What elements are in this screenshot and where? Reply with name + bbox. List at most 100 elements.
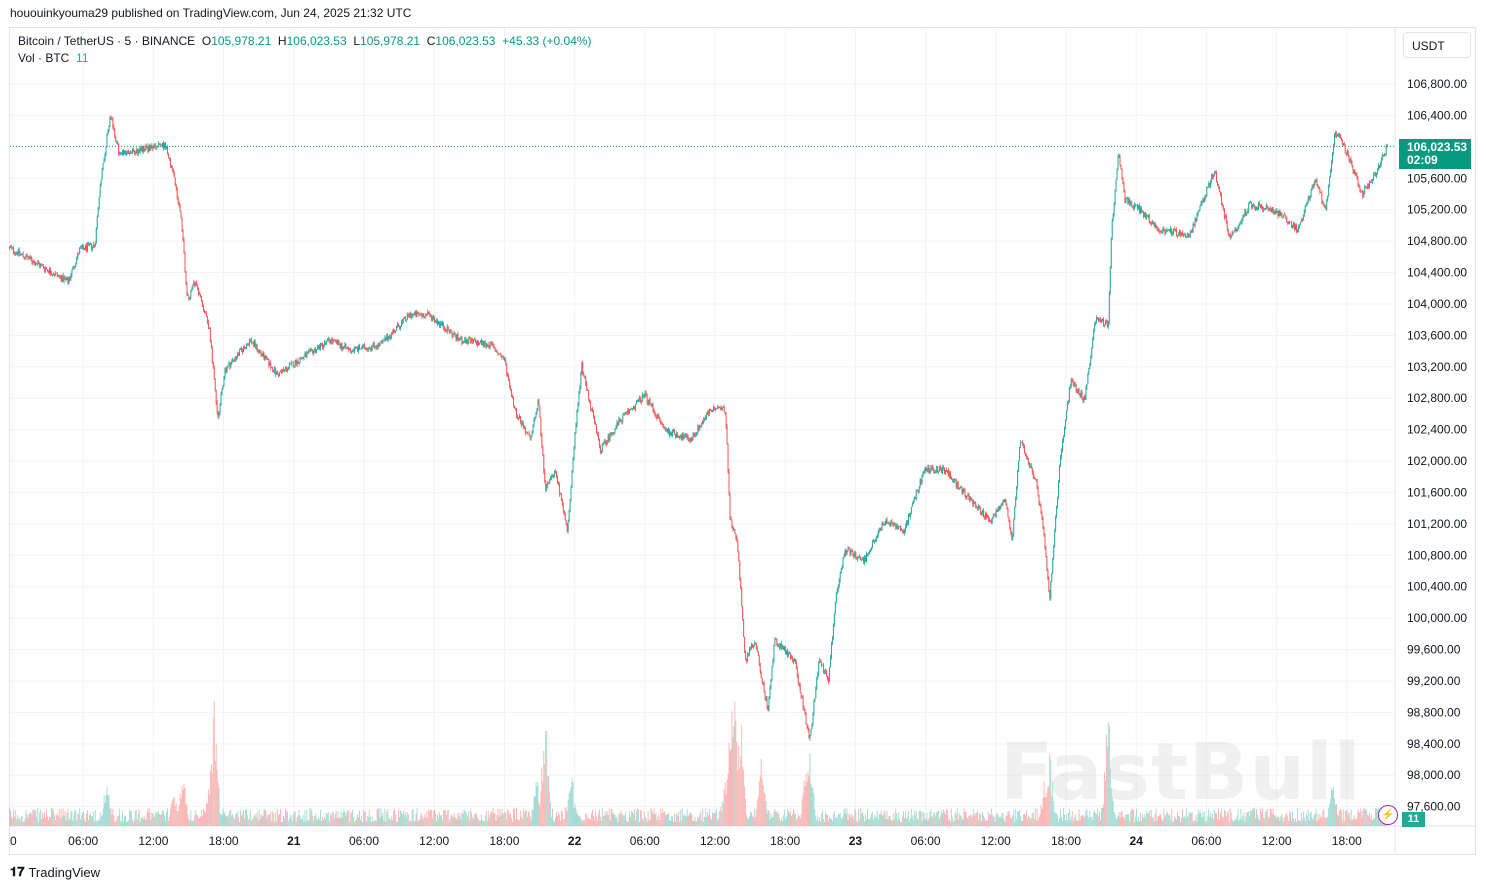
candle-body	[1190, 230, 1192, 232]
candle-body	[891, 520, 893, 524]
candle-body	[279, 371, 281, 377]
volume-bar	[1020, 815, 1022, 826]
volume-bar	[449, 818, 451, 826]
volume-bar	[1326, 817, 1328, 826]
price-tick-label: 98,000.00	[1407, 768, 1461, 782]
volume-bar	[438, 818, 439, 826]
candle-body	[459, 339, 461, 341]
volume-bar	[535, 781, 537, 826]
candle-body	[417, 312, 419, 314]
candle-body	[626, 412, 628, 413]
volume-bar	[313, 820, 315, 826]
volume-bar	[683, 813, 685, 826]
candle-body	[1099, 319, 1100, 322]
volume-bar	[1346, 809, 1348, 826]
volume-bar	[217, 782, 219, 826]
volume-bar	[354, 821, 356, 826]
volume-bar	[41, 819, 43, 826]
candle-body	[1084, 396, 1086, 400]
volume-bar	[729, 751, 731, 826]
candle-body	[692, 434, 694, 440]
candle-body	[1357, 178, 1359, 186]
volume-bar	[816, 820, 818, 826]
volume-bar	[166, 811, 167, 826]
candle-body	[435, 321, 437, 322]
currency-button[interactable]: USDT	[1403, 32, 1471, 58]
volume-bar	[509, 814, 511, 826]
volume-bar	[1111, 797, 1113, 826]
volume-bar	[89, 812, 91, 826]
volume-bar	[906, 819, 907, 826]
symbol-name[interactable]: Bitcoin / TetherUS · 5 · BINANCE	[18, 34, 196, 48]
volume-bar	[1368, 815, 1370, 826]
candle-body	[302, 358, 304, 359]
candle-body	[1317, 185, 1319, 187]
volume-bar	[409, 820, 411, 826]
volume-bar	[1070, 816, 1072, 826]
candle-body	[319, 346, 320, 350]
volume-bar	[328, 821, 330, 826]
volume-bar	[519, 810, 521, 826]
volume-bar	[530, 819, 532, 826]
candle-body	[879, 528, 881, 530]
volume-bar	[186, 803, 188, 826]
candle-body	[96, 216, 98, 228]
volume-bar	[1284, 817, 1286, 826]
candle-body	[1246, 212, 1248, 216]
candle-body	[1290, 221, 1292, 222]
candle-body	[1139, 205, 1140, 212]
candle-body	[343, 346, 345, 348]
candle-body	[189, 297, 191, 300]
volume-bar	[946, 810, 948, 826]
volume-bar	[444, 809, 446, 826]
volume-bar	[239, 821, 241, 826]
candle-body	[1375, 172, 1377, 177]
volume-bar	[1207, 815, 1209, 826]
candle-body	[829, 657, 831, 668]
candle-body	[556, 471, 557, 476]
candle-body	[787, 650, 788, 656]
candle-body	[426, 314, 428, 316]
volume-bar	[235, 814, 237, 826]
tradingview-logo[interactable]: 𝟏𝟕 TradingView	[10, 864, 100, 880]
volume-label[interactable]: Vol · BTC	[18, 51, 70, 65]
volume-bar	[388, 818, 390, 826]
candle-body	[478, 340, 479, 345]
candle-body	[1245, 210, 1247, 216]
open-value: 105,978.21	[211, 34, 272, 48]
volume-bar	[845, 813, 847, 826]
volume-bar	[170, 804, 172, 826]
candle-body	[725, 412, 727, 427]
volume-bar	[250, 820, 252, 826]
candle-body	[1189, 231, 1191, 236]
lightning-icon[interactable]: ⚡	[1378, 805, 1398, 825]
volume-bar	[285, 812, 287, 826]
candle-body	[334, 339, 336, 341]
volume-bar	[367, 816, 369, 826]
candle-body	[1093, 330, 1095, 340]
price-tick-label: 101,600.00	[1407, 485, 1467, 499]
candle-body	[431, 314, 433, 321]
candle-body	[716, 407, 718, 409]
candle-body	[831, 637, 833, 644]
volume-bar	[1096, 814, 1098, 826]
volume-bar	[1361, 817, 1363, 826]
candle-body	[1146, 215, 1148, 217]
candle-body	[1214, 172, 1216, 176]
volume-bar	[1062, 821, 1063, 826]
volume-bar	[47, 816, 48, 826]
candle-body	[782, 646, 784, 648]
candle-body	[634, 404, 636, 410]
candle-body	[769, 686, 771, 698]
volume-bar	[1007, 812, 1009, 826]
candle-body	[316, 349, 318, 353]
candle-body	[127, 150, 128, 153]
volume-bar	[1102, 807, 1103, 826]
candle-body	[35, 264, 37, 266]
candle-body	[1165, 230, 1167, 234]
time-tick-label: 18:00	[1051, 834, 1081, 848]
volume-bar	[14, 809, 16, 826]
candle-body	[849, 549, 851, 555]
candle-body	[998, 506, 1000, 510]
